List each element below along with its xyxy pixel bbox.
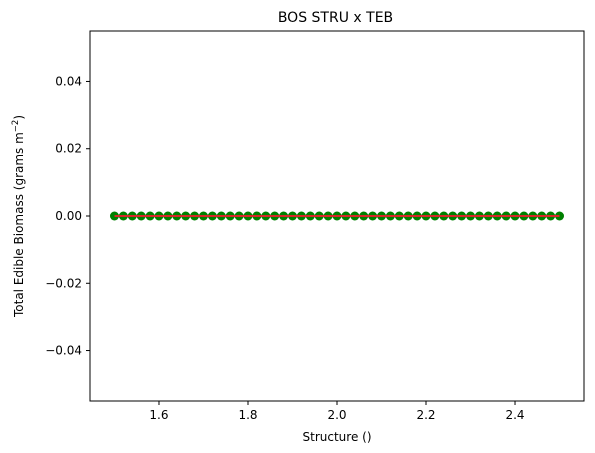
y-tick-label: −0.02	[45, 276, 82, 290]
x-tick-label: 2.4	[505, 408, 524, 422]
y-tick-label: 0.02	[55, 142, 82, 156]
x-axis-ticks: 1.6 1.8 2.0 2.2 2.4	[149, 401, 525, 422]
plot-marks	[109, 211, 565, 221]
y-axis-label-main: Total Edible Biomass (grams m	[12, 132, 26, 318]
x-tick-label: 2.2	[416, 408, 435, 422]
x-tick-label: 2.0	[327, 408, 346, 422]
x-axis-label: Structure ()	[303, 430, 372, 444]
y-tick-label: −0.04	[45, 344, 82, 358]
y-axis-label-superscript: −2	[11, 120, 21, 133]
chart-title: BOS STRU x TEB	[278, 10, 393, 26]
y-axis-ticks: 0.04 0.02 0.00 −0.02 −0.04	[45, 74, 90, 358]
x-tick-label: 1.6	[149, 408, 168, 422]
y-axis-label-tail: )	[12, 115, 26, 120]
y-tick-label: 0.00	[55, 209, 82, 223]
y-axis-label: Total Edible Biomass (grams m−2)	[11, 115, 26, 318]
x-tick-label: 1.8	[238, 408, 257, 422]
y-tick-label: 0.04	[55, 74, 82, 88]
